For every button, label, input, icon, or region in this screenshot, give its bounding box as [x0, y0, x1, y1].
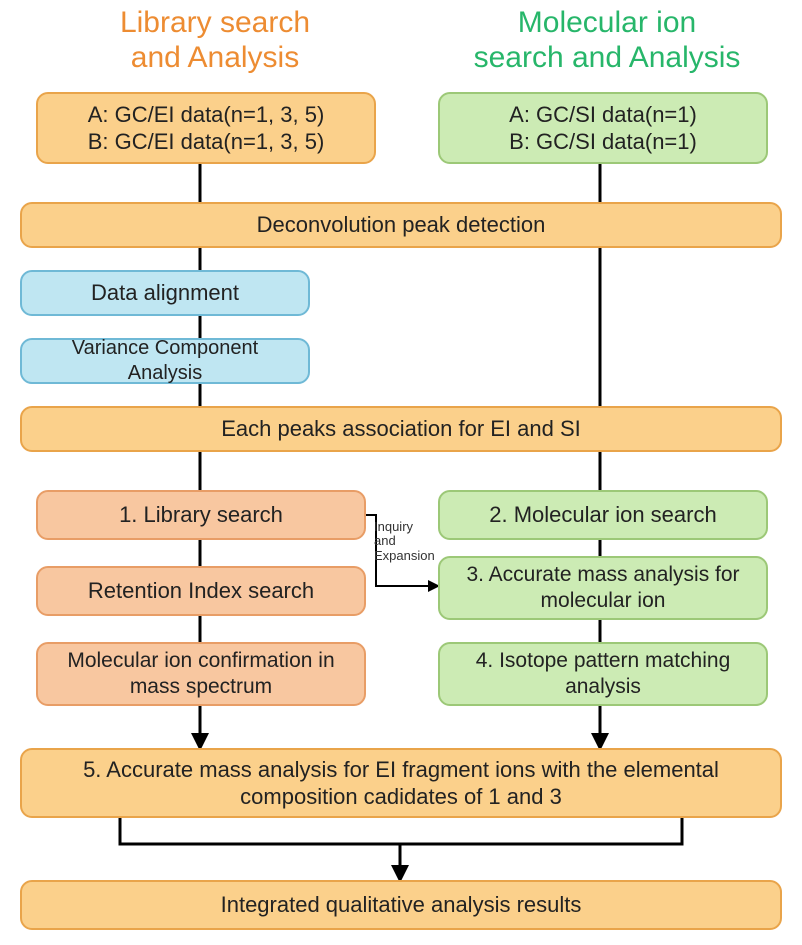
right-title-line1: Molecular ion: [518, 6, 696, 39]
box-assoc-label: Each peaks association for EI and SI: [221, 415, 581, 443]
box-accmass: 3. Accurate mass analysis for molecular …: [438, 556, 768, 620]
box-libsearch-label: 1. Library search: [119, 501, 283, 529]
inquiry-line1: Inquiry: [374, 519, 413, 534]
box-deconv-label: Deconvolution peak detection: [257, 211, 546, 239]
box-deconv: Deconvolution peak detection: [20, 202, 782, 248]
inquiry-expansion-label: InquiryandExpansion: [374, 520, 435, 563]
right-title: Molecular ionsearch and Analysis: [432, 6, 782, 75]
box-vca: Variance Component Analysis: [20, 338, 310, 384]
box-accmass-label: 3. Accurate mass analysis for molecular …: [454, 562, 752, 615]
box-libsearch: 1. Library search: [36, 490, 366, 540]
box-misearch-label: 2. Molecular ion search: [489, 501, 716, 529]
left-title-line1: Library search: [120, 6, 310, 39]
box-left_input-label: A: GC/EI data(n=1, 3, 5)B: GC/EI data(n=…: [88, 101, 325, 156]
box-left_input: A: GC/EI data(n=1, 3, 5)B: GC/EI data(n=…: [36, 92, 376, 164]
box-risearch-label: Retention Index search: [88, 577, 314, 605]
box-accfrag-label: 5. Accurate mass analysis for EI fragmen…: [36, 756, 766, 811]
box-result-label: Integrated qualitative analysis results: [221, 891, 582, 919]
right-title-line2: search and Analysis: [474, 41, 741, 74]
box-result: Integrated qualitative analysis results: [20, 880, 782, 930]
box-miconfirm-label: Molecular ion confirmation in mass spect…: [52, 648, 350, 701]
box-accfrag: 5. Accurate mass analysis for EI fragmen…: [20, 748, 782, 818]
box-right_input: A: GC/SI data(n=1)B: GC/SI data(n=1): [438, 92, 768, 164]
left-title-line2: and Analysis: [131, 41, 299, 74]
box-right_input-label: A: GC/SI data(n=1)B: GC/SI data(n=1): [509, 101, 697, 156]
box-miconfirm: Molecular ion confirmation in mass spect…: [36, 642, 366, 706]
box-align: Data alignment: [20, 270, 310, 316]
box-vca-label: Variance Component Analysis: [36, 336, 294, 386]
box-isotope: 4. Isotope pattern matching analysis: [438, 642, 768, 706]
inquiry-line2: and: [374, 533, 396, 548]
box-misearch: 2. Molecular ion search: [438, 490, 768, 540]
box-align-label: Data alignment: [91, 279, 239, 307]
left-title: Library searchand Analysis: [70, 6, 360, 75]
box-assoc: Each peaks association for EI and SI: [20, 406, 782, 452]
inquiry-line3: Expansion: [374, 548, 435, 563]
box-risearch: Retention Index search: [36, 566, 366, 616]
box-isotope-label: 4. Isotope pattern matching analysis: [454, 648, 752, 701]
